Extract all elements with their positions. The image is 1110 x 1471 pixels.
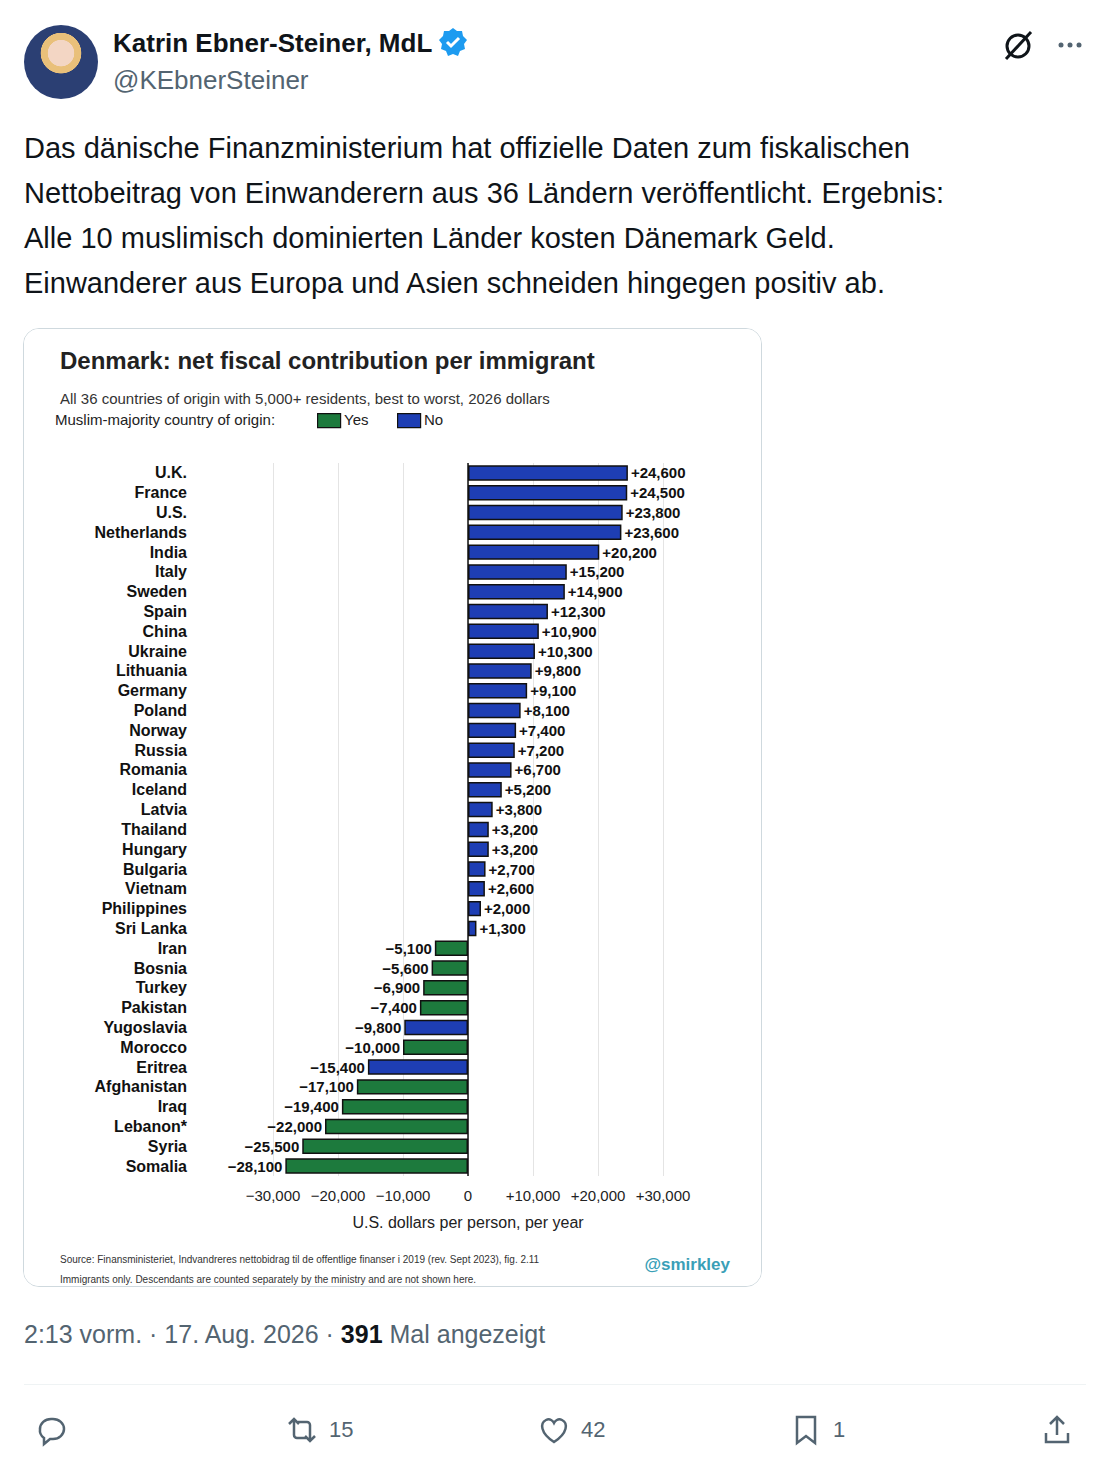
svg-text:+12,300: +12,300 — [551, 603, 606, 620]
html-text:2:13 vorm. · 17. Aug. 2026 · 3: 2:13 vorm. · 17. Aug. 2026 · 391 Mal ang… — [24, 1320, 546, 1348]
svg-text:+23,800: +23,800 — [626, 504, 681, 521]
html-text:15: 15 — [329, 1417, 354, 1442]
svg-text:+23,600: +23,600 — [624, 524, 679, 541]
svg-text:0: 0 — [464, 1187, 472, 1204]
svg-text:Afghanistan: Afghanistan — [95, 1078, 187, 1095]
svg-text:−20,000: −20,000 — [311, 1187, 366, 1204]
svg-text:Russia: Russia — [135, 742, 188, 759]
svg-text:Eritrea: Eritrea — [136, 1059, 187, 1076]
svg-text:Immigrants only. Descendants a: Immigrants only. Descendants are counted… — [60, 1274, 476, 1285]
svg-text:−10,000: −10,000 — [376, 1187, 431, 1204]
html-text:Alle 10 muslimisch dominierten: Alle 10 muslimisch dominierten Länder ko… — [24, 222, 835, 254]
svg-text:Netherlands: Netherlands — [95, 524, 188, 541]
svg-text:−5,600: −5,600 — [382, 960, 428, 977]
svg-text:Pakistan: Pakistan — [121, 999, 187, 1016]
svg-text:Philippines: Philippines — [102, 900, 187, 917]
svg-text:+30,000: +30,000 — [636, 1187, 691, 1204]
svg-text:Latvia: Latvia — [141, 801, 187, 818]
svg-text:−28,100: −28,100 — [228, 1158, 283, 1175]
svg-text:Romania: Romania — [119, 761, 187, 778]
svg-text:Somalia: Somalia — [126, 1158, 187, 1175]
svg-text:+20,000: +20,000 — [571, 1187, 626, 1204]
svg-text:+9,100: +9,100 — [530, 682, 576, 699]
svg-text:Lebanon*: Lebanon* — [114, 1118, 188, 1135]
svg-text:+14,900: +14,900 — [568, 583, 623, 600]
svg-text:−7,400: −7,400 — [371, 999, 417, 1016]
svg-text:+9,800: +9,800 — [535, 662, 581, 679]
svg-text:Norway: Norway — [129, 722, 187, 739]
svg-text:U.S. dollars per person, per y: U.S. dollars per person, per year — [352, 1214, 584, 1231]
html-text:Nettobeitrag von Einwanderern: Nettobeitrag von Einwanderern aus 36 Län… — [24, 177, 944, 209]
svg-text:Syria: Syria — [148, 1138, 187, 1155]
svg-text:−6,900: −6,900 — [374, 979, 420, 996]
html-text:Das dänische Finanzministerium: Das dänische Finanzministerium hat offiz… — [24, 132, 910, 164]
svg-text:Italy: Italy — [155, 563, 187, 580]
svg-text:Yugoslavia: Yugoslavia — [103, 1019, 187, 1036]
svg-text:−22,000: −22,000 — [267, 1118, 322, 1135]
svg-text:+3,800: +3,800 — [496, 801, 542, 818]
svg-text:+10,000: +10,000 — [506, 1187, 561, 1204]
svg-text:+2,700: +2,700 — [489, 861, 535, 878]
svg-text:Vietnam: Vietnam — [125, 880, 187, 897]
svg-text:+3,200: +3,200 — [492, 841, 538, 858]
svg-text:+24,500: +24,500 — [630, 484, 685, 501]
svg-text:Bulgaria: Bulgaria — [123, 861, 187, 878]
svg-text:Germany: Germany — [118, 682, 187, 699]
svg-text:+15,200: +15,200 — [570, 563, 625, 580]
html-text:1: 1 — [833, 1417, 846, 1442]
svg-text:+2,000: +2,000 — [484, 900, 530, 917]
svg-text:−5,100: −5,100 — [386, 940, 432, 957]
svg-text:+6,700: +6,700 — [515, 761, 561, 778]
svg-text:+20,200: +20,200 — [602, 544, 657, 561]
html-text:@KEbnerSteiner: @KEbnerSteiner — [113, 65, 309, 95]
svg-text:India: India — [150, 544, 187, 561]
svg-text:+1,300: +1,300 — [479, 920, 525, 937]
svg-text:Yes: Yes — [344, 411, 368, 428]
svg-text:+24,600: +24,600 — [631, 464, 686, 481]
html-text:42: 42 — [581, 1417, 606, 1442]
svg-text:+7,400: +7,400 — [519, 722, 565, 739]
svg-text:Poland: Poland — [134, 702, 187, 719]
svg-text:−10,000: −10,000 — [345, 1039, 400, 1056]
svg-text:Iceland: Iceland — [132, 781, 187, 798]
svg-text:Iraq: Iraq — [158, 1098, 187, 1115]
svg-text:Ukraine: Ukraine — [128, 643, 187, 660]
svg-text:U.S.: U.S. — [156, 504, 187, 521]
svg-text:Sweden: Sweden — [127, 583, 187, 600]
svg-text:Muslim-majority country of ori: Muslim-majority country of origin: — [55, 411, 275, 428]
svg-text:−25,500: −25,500 — [245, 1138, 300, 1155]
svg-text:−17,100: −17,100 — [299, 1078, 354, 1095]
svg-text:+10,900: +10,900 — [542, 623, 597, 640]
svg-text:France: France — [135, 484, 188, 501]
svg-text:China: China — [143, 623, 188, 640]
html-text:Katrin Ebner-Steiner, MdL: Katrin Ebner-Steiner, MdL — [113, 28, 433, 58]
svg-text:Turkey: Turkey — [136, 979, 187, 996]
svg-text:Iran: Iran — [158, 940, 187, 957]
svg-text:−30,000: −30,000 — [246, 1187, 301, 1204]
svg-text:+5,200: +5,200 — [505, 781, 551, 798]
svg-text:+3,200: +3,200 — [492, 821, 538, 838]
svg-text:−15,400: −15,400 — [310, 1059, 365, 1076]
svg-text:+10,300: +10,300 — [538, 643, 593, 660]
svg-text:Lithuania: Lithuania — [116, 662, 187, 679]
svg-text:+7,200: +7,200 — [518, 742, 564, 759]
svg-text:@smirkley: @smirkley — [644, 1255, 730, 1274]
svg-text:No: No — [424, 411, 443, 428]
svg-text:Morocco: Morocco — [120, 1039, 187, 1056]
html-text:Einwanderer aus Europa und Asi: Einwanderer aus Europa und Asien schneid… — [24, 267, 885, 299]
svg-text:−9,800: −9,800 — [355, 1019, 401, 1036]
svg-text:Spain: Spain — [143, 603, 187, 620]
svg-text:All 36 countries of origin wit: All 36 countries of origin with 5,000+ r… — [60, 390, 550, 407]
svg-text:+8,100: +8,100 — [524, 702, 570, 719]
svg-text:Thailand: Thailand — [121, 821, 187, 838]
svg-text:Denmark: net fiscal contributi: Denmark: net fiscal contribution per imm… — [60, 347, 595, 374]
svg-text:Bosnia: Bosnia — [134, 960, 187, 977]
svg-text:Sri Lanka: Sri Lanka — [115, 920, 187, 937]
svg-text:−19,400: −19,400 — [284, 1098, 339, 1115]
svg-text:Source: Finansministeriet, Ind: Source: Finansministeriet, Indvandreres … — [60, 1254, 540, 1265]
svg-text:U.K.: U.K. — [155, 464, 187, 481]
svg-text:+2,600: +2,600 — [488, 880, 534, 897]
svg-text:Hungary: Hungary — [122, 841, 187, 858]
